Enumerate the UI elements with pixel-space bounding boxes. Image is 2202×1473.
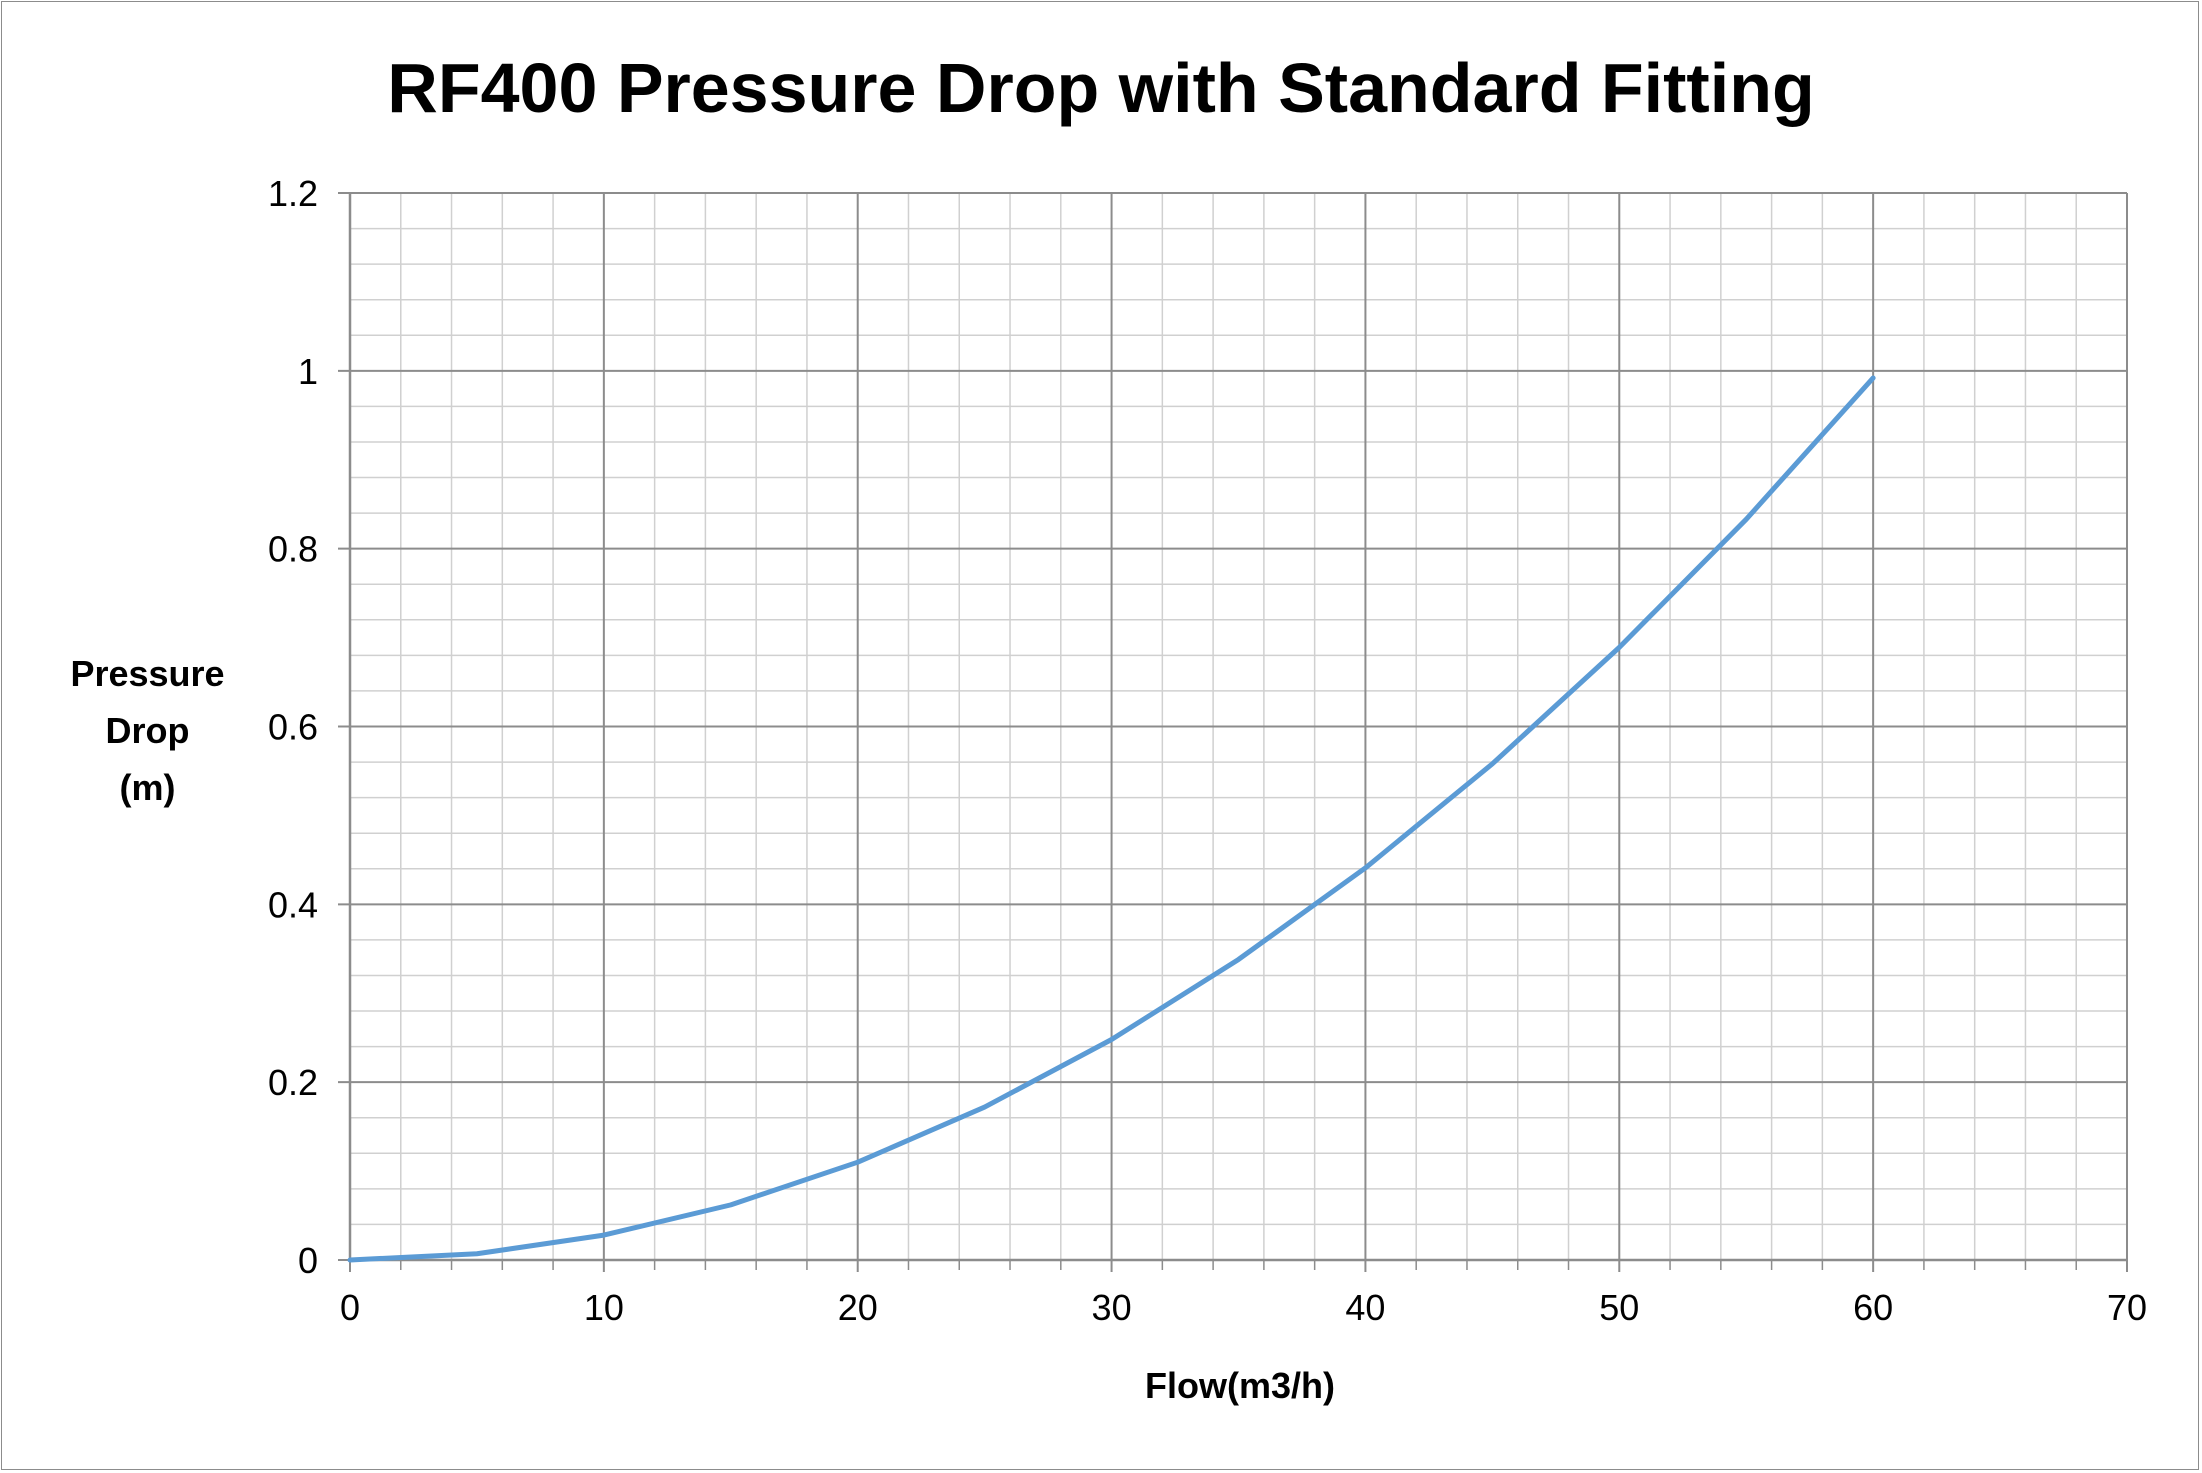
x-tick-label: 10 <box>584 1287 624 1328</box>
y-tick-label: 0.2 <box>268 1062 318 1103</box>
major-gridlines <box>338 192 2128 1272</box>
x-tick-label: 30 <box>1092 1287 1132 1328</box>
x-tick-label: 40 <box>1345 1287 1385 1328</box>
series-line <box>347 375 1876 1263</box>
y-tick-label: 0.6 <box>268 707 318 748</box>
x-tick-label: 60 <box>1853 1287 1893 1328</box>
tick-labels: 0 10 20 30 40 50 60 70 0 0.2 0.4 0.6 0.8 1 1.2 <box>268 173 2147 1328</box>
chart-title: RF400 Pressure Drop with Standard Fittin… <box>387 49 1815 127</box>
x-tick-label: 0 <box>340 1287 360 1328</box>
x-axis-label: Flow(m3/h) <box>1145 1365 1335 1406</box>
y-axis-label: Pressure Drop (m) <box>70 653 225 808</box>
x-tick-label: 20 <box>838 1287 878 1328</box>
series-group <box>347 375 1876 1263</box>
y-tick-label: 0.8 <box>268 529 318 570</box>
minor-gridlines <box>350 193 2127 1270</box>
y-tick-label: 0 <box>298 1240 318 1281</box>
y-tick-label: 0.4 <box>268 884 318 925</box>
y-tick-label: 1.2 <box>268 173 318 214</box>
axes <box>348 193 2127 1262</box>
x-tick-label: 50 <box>1599 1287 1639 1328</box>
y-tick-label: 1 <box>298 351 318 392</box>
x-tick-label: 70 <box>2107 1287 2147 1328</box>
